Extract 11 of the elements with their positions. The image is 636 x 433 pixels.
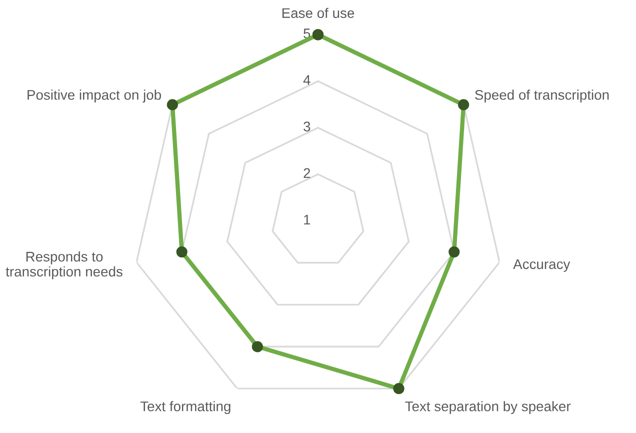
y-tick-label: 1 (304, 214, 310, 224)
spoke-label: Ease of use (282, 8, 354, 18)
spoke-label: Text separation by speaker (405, 401, 571, 414)
spoke-label: Text formatting (140, 401, 230, 414)
spoke-label: Accuracy (513, 259, 570, 272)
spoke-label: Positive impact on job (28, 90, 161, 103)
y-tick-label: 4 (303, 75, 310, 85)
spoke-label: Speed of transcription (475, 90, 609, 103)
y-tick-label: 2 (304, 168, 310, 178)
y-tick-label: 3 (304, 122, 310, 132)
spoke-label: Responds to transcription needs (6, 251, 122, 280)
